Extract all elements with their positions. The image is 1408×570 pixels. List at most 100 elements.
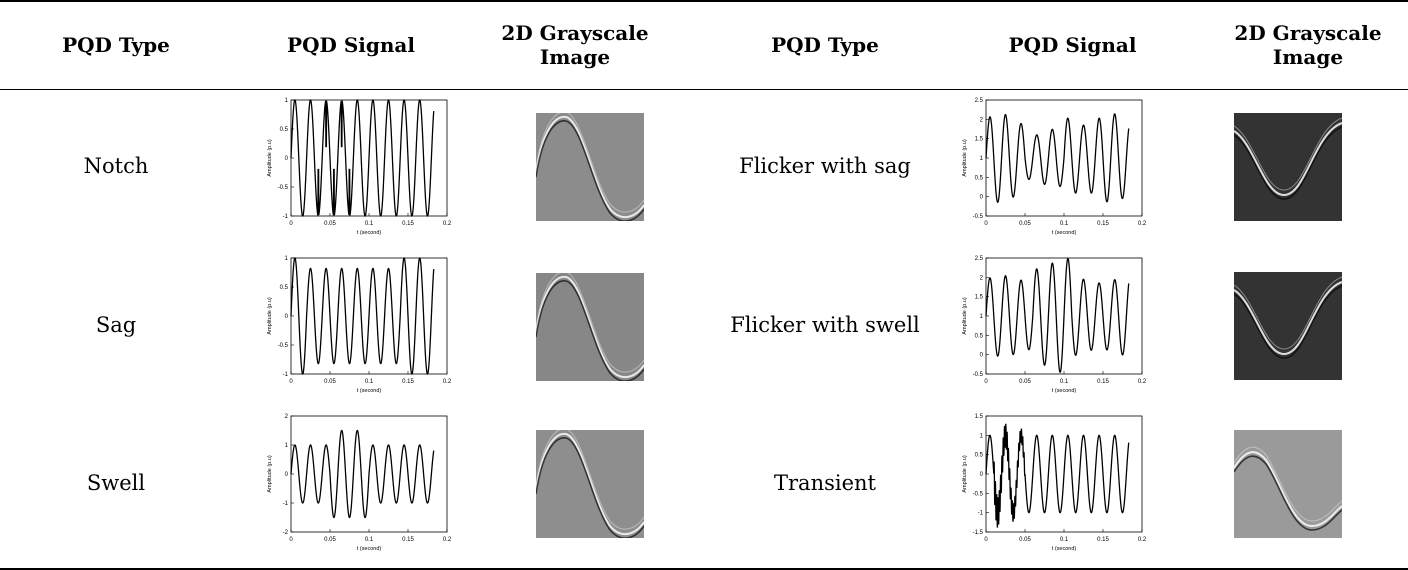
y-tick-label: 0 bbox=[285, 314, 289, 320]
grayscale-svg bbox=[536, 273, 644, 381]
secondary-ridge bbox=[1234, 446, 1342, 522]
bright-ridge bbox=[536, 275, 644, 379]
x-tick-label: 0.1 bbox=[365, 537, 374, 543]
y-axis-label: Amplitude (p.u) bbox=[267, 455, 273, 492]
image-background bbox=[1234, 272, 1342, 380]
table-bottom-rule bbox=[0, 568, 1408, 570]
x-tick-label: 0.05 bbox=[324, 537, 336, 543]
bright-ridge bbox=[536, 432, 644, 536]
x-tick-label: 0.05 bbox=[1019, 379, 1031, 385]
x-axis-label: t (second) bbox=[357, 388, 382, 394]
x-tick-label: 0 bbox=[289, 221, 293, 227]
y-tick-label: -1.5 bbox=[973, 530, 984, 536]
y-tick-label: 0.5 bbox=[975, 453, 984, 459]
y-tick-label: -0.5 bbox=[973, 372, 984, 378]
x-tick-label: 0.15 bbox=[1097, 379, 1109, 385]
x-tick-label: 0.1 bbox=[365, 379, 374, 385]
header-pqd-signal-1: PQD Signal bbox=[287, 32, 415, 57]
y-tick-label: 1.5 bbox=[975, 137, 984, 143]
x-tick-label: 0 bbox=[289, 379, 293, 385]
y-tick-label: -2 bbox=[283, 530, 289, 536]
waveform-svg: 10.50-0.5-10 0.05 0.1 0.15 0.2t (second)Ampl… bbox=[267, 98, 452, 236]
y-axis-label: Amplitude (p.u) bbox=[962, 297, 968, 334]
x-tick-label: 0.15 bbox=[402, 537, 414, 543]
y-tick-label: 2.5 bbox=[975, 98, 984, 104]
y-tick-label: 0 bbox=[285, 156, 289, 162]
waveform-line bbox=[290, 99, 435, 217]
x-tick-label: 0.2 bbox=[1138, 537, 1147, 543]
grayscale-svg bbox=[1234, 113, 1342, 221]
y-axis-label: Amplitude (p.u) bbox=[267, 139, 273, 176]
secondary-ridge bbox=[1234, 117, 1342, 191]
y-tick-label: -1 bbox=[283, 372, 289, 378]
grayscale-image-flicker-with-sag bbox=[1234, 113, 1342, 221]
x-tick-label: 0.05 bbox=[1019, 221, 1031, 227]
y-tick-label: 2 bbox=[980, 117, 984, 123]
y-tick-label: 1 bbox=[285, 443, 289, 449]
grayscale-image-swell bbox=[536, 430, 644, 538]
x-tick-label: 0.15 bbox=[402, 379, 414, 385]
grayscale-image-notch bbox=[536, 113, 644, 221]
x-axis-label: t (second) bbox=[357, 230, 382, 236]
bright-ridge bbox=[1234, 451, 1342, 528]
y-tick-label: -0.5 bbox=[278, 343, 289, 349]
y-axis-label: Amplitude (p.u) bbox=[962, 139, 968, 176]
y-tick-label: 1 bbox=[285, 256, 289, 262]
secondary-ridge bbox=[536, 273, 644, 373]
grayscale-image-transient bbox=[1234, 430, 1342, 538]
x-axis-label: t (second) bbox=[1052, 546, 1077, 552]
grayscale-image-sag bbox=[536, 273, 644, 381]
x-tick-label: 0.2 bbox=[443, 537, 452, 543]
waveform-svg: 2.521.510.50-0.50 0.05 0.1 0.15 0.2t (second… bbox=[962, 256, 1147, 394]
x-tick-label: 0.1 bbox=[365, 221, 374, 227]
table-top-rule bbox=[0, 0, 1408, 2]
grayscale-svg bbox=[1234, 430, 1342, 538]
y-tick-label: 0.5 bbox=[975, 333, 984, 339]
x-tick-label: 0.1 bbox=[1060, 379, 1069, 385]
y-axis-label: Amplitude (p.u) bbox=[962, 455, 968, 492]
dark-ridge bbox=[1234, 455, 1342, 531]
y-tick-label: 1 bbox=[980, 433, 984, 439]
x-tick-label: 0.2 bbox=[443, 379, 452, 385]
signal-plot-notch: 1 0.5 0 -0.5 -1 0 0.05 0.1 0.15 0.2 t (second) Ampl… bbox=[255, 94, 455, 238]
signal-plot-swell: 2 1 0 -1 -2 0 0.05 0.1 0.15 0.2 t (second) Amplitud… bbox=[255, 410, 455, 554]
x-tick-label: 0.2 bbox=[1138, 221, 1147, 227]
dark-ridge bbox=[536, 120, 644, 221]
y-tick-label: 2.5 bbox=[975, 256, 984, 262]
type-label-notch: Notch bbox=[83, 154, 149, 178]
x-tick-label: 0.2 bbox=[443, 221, 452, 227]
image-background bbox=[1234, 430, 1342, 538]
secondary-ridge bbox=[1234, 276, 1342, 350]
image-background bbox=[1234, 113, 1342, 221]
y-tick-label: 1.5 bbox=[975, 414, 984, 420]
waveform-line bbox=[290, 257, 435, 375]
waveform-line bbox=[985, 423, 1130, 528]
y-tick-label: 0.5 bbox=[280, 285, 289, 291]
grayscale-svg bbox=[1234, 272, 1342, 380]
y-tick-label: 0.5 bbox=[280, 127, 289, 133]
grayscale-image-flicker-with-swell bbox=[1234, 272, 1342, 380]
y-tick-label: -0.5 bbox=[973, 214, 984, 220]
signal-plot-transient: 1.5 1 0.5 0 -0.5 -1 -1.5 0 0.05 0.1 0.15 0.2 t (seco… bbox=[950, 410, 1150, 554]
waveform-line bbox=[290, 429, 435, 519]
waveform-svg: 210-1-20 0.05 0.1 0.15 0.2t (second)Amplitud… bbox=[267, 414, 452, 552]
x-axis-label: t (second) bbox=[1052, 230, 1077, 236]
y-tick-label: -1 bbox=[978, 511, 984, 517]
y-tick-label: 2 bbox=[285, 414, 289, 420]
secondary-ridge bbox=[536, 430, 644, 530]
x-axis-label: t (second) bbox=[1052, 388, 1077, 394]
signal-plot-flicker-with-sag: 2.5 2 1.5 1 0.5 0 -0.5 0 0.05 0.1 0.15 0.2 t (second… bbox=[950, 94, 1150, 238]
x-tick-label: 0 bbox=[984, 537, 988, 543]
type-label-flicker-with-sag: Flicker with sag bbox=[739, 154, 911, 178]
waveform-svg: 1.510.50-0.5-1-1.50 0.05 0.1 0.15 0.2t (seco… bbox=[962, 414, 1147, 552]
y-tick-label: 1 bbox=[980, 156, 984, 162]
y-axis-label: Amplitude (p.u) bbox=[267, 297, 273, 334]
x-tick-label: 0.05 bbox=[324, 221, 336, 227]
grayscale-svg bbox=[536, 113, 644, 221]
y-tick-label: -1 bbox=[283, 214, 289, 220]
y-tick-label: 0.5 bbox=[975, 175, 984, 181]
dark-ridge bbox=[536, 437, 644, 538]
x-tick-label: 0.15 bbox=[1097, 537, 1109, 543]
y-tick-label: 0 bbox=[980, 472, 984, 478]
y-tick-label: 0 bbox=[980, 353, 984, 359]
